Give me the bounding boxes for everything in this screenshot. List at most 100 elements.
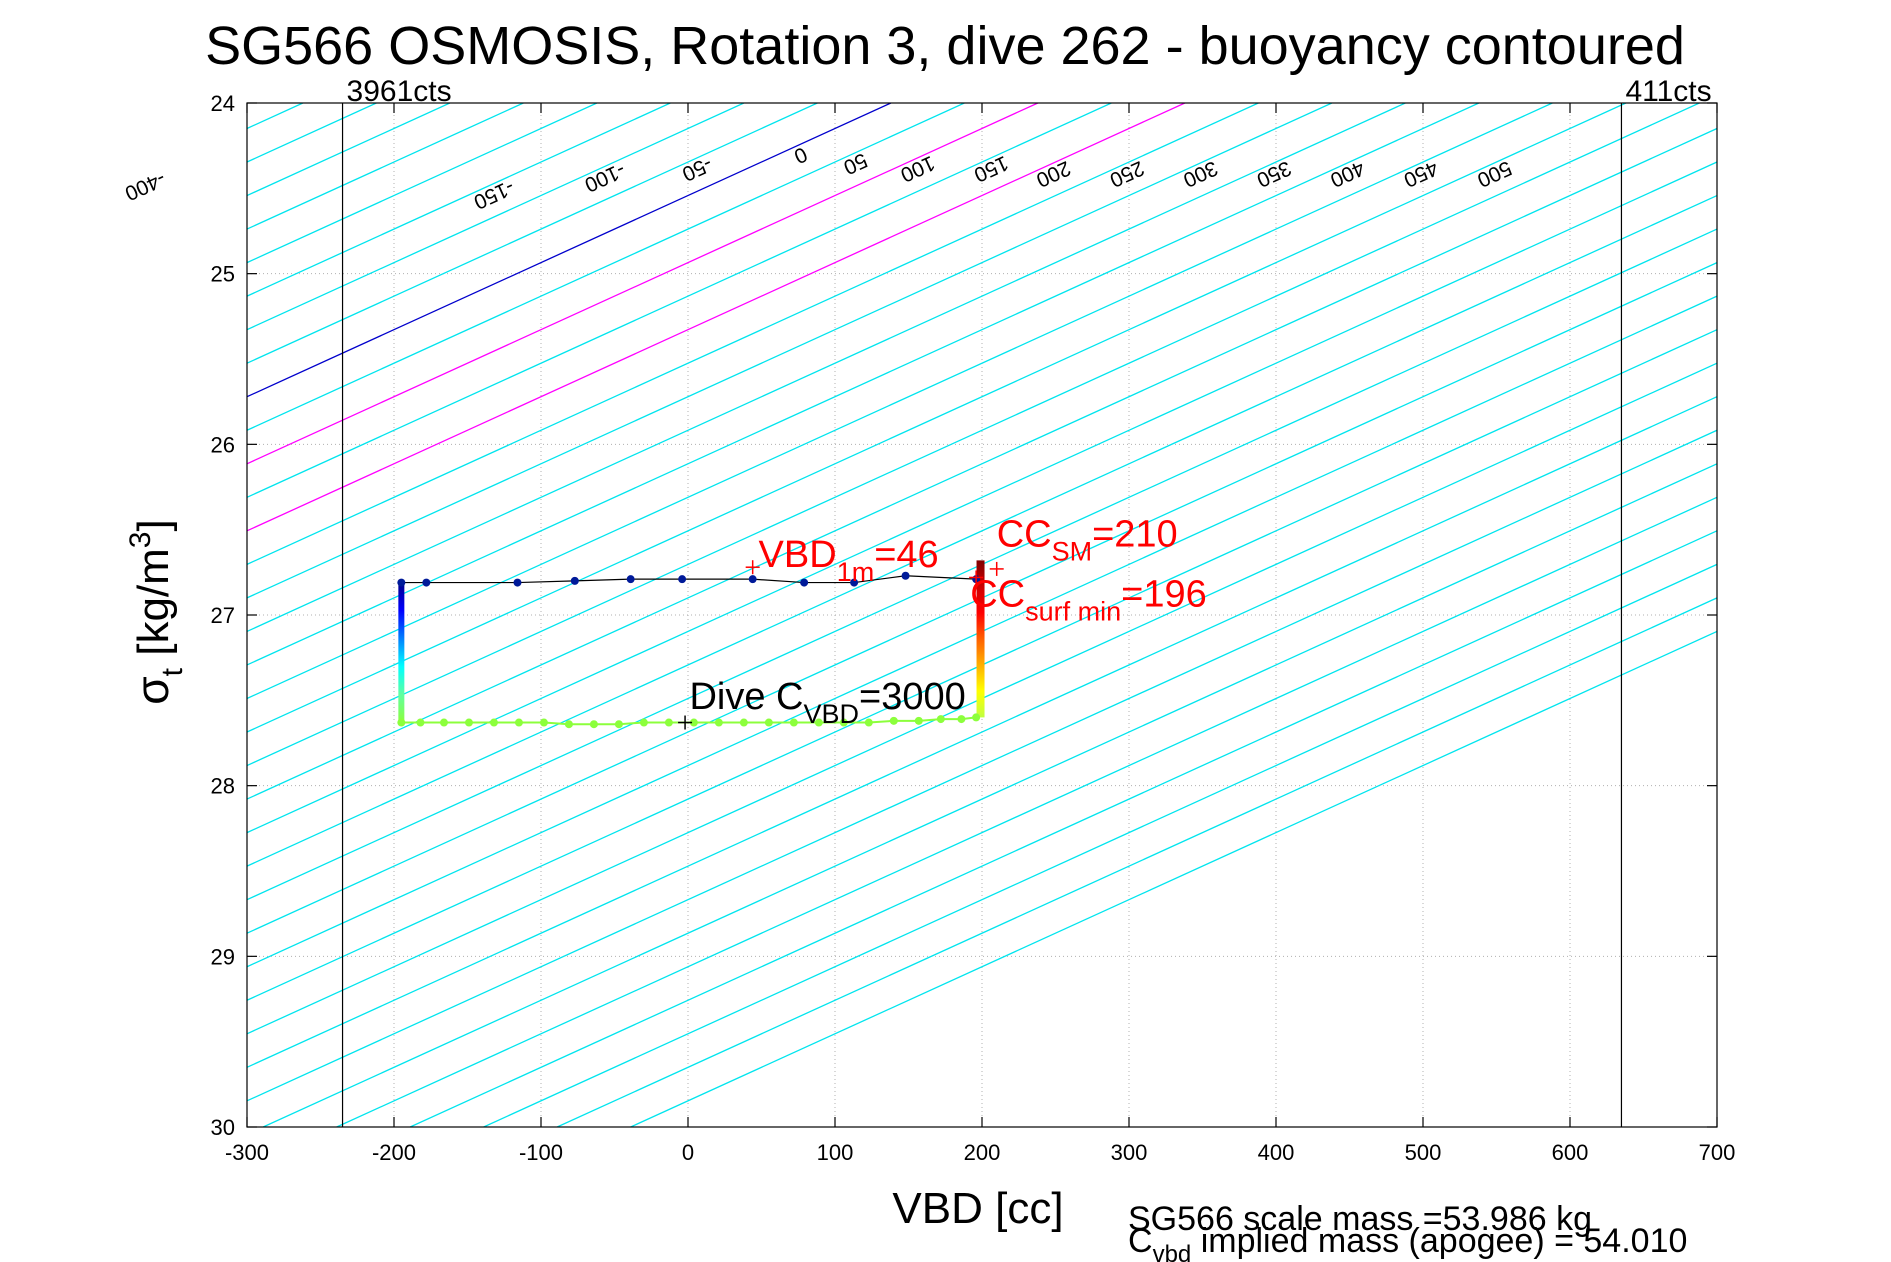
- climb-point: [639, 718, 648, 727]
- contour-line: [630, 630, 1717, 1127]
- dive-point: [422, 578, 431, 587]
- y-tick-label: 26: [211, 432, 235, 457]
- contour-line: [247, 103, 1039, 465]
- climb-point: [789, 718, 798, 727]
- contour-line: [247, 103, 892, 398]
- climb-point: [689, 718, 698, 727]
- contour-line: [556, 597, 1717, 1127]
- contour-line: [336, 496, 1717, 1127]
- x-axis-label: VBD [cc]: [892, 1184, 1063, 1233]
- y-label-close: ]: [129, 519, 178, 531]
- footer-c: C: [1128, 1222, 1153, 1260]
- dive-point: [626, 575, 635, 584]
- contour-line: [247, 396, 1717, 1069]
- x-tick-label: -200: [372, 1140, 416, 1165]
- contour-line: [247, 127, 1717, 800]
- y-tick-label: 29: [211, 944, 235, 969]
- y-tick-label: 24: [211, 91, 235, 116]
- footer-rest: implied mass (apogee) = 54.010: [1191, 1222, 1687, 1260]
- climb-point: [664, 718, 673, 727]
- footer-scale-mass: SG566 scale mass =53.986 kg: [1128, 1200, 1592, 1238]
- contour-label: -100: [581, 158, 629, 196]
- y-tick-label: 27: [211, 603, 235, 628]
- dive-point: [901, 571, 910, 580]
- contour-line: [247, 103, 818, 364]
- contour-label: 450: [1400, 156, 1441, 191]
- contour-line: [247, 161, 1717, 834]
- contour-line: [483, 563, 1717, 1127]
- x-tick-label: 500: [1405, 1140, 1442, 1165]
- contour-line: [247, 103, 1406, 633]
- contour-line: [247, 103, 1112, 499]
- climb-point: [439, 718, 448, 727]
- contour-line: [247, 103, 1259, 566]
- contour-label: -400: [121, 167, 169, 205]
- footer-c-sub: vbd: [1153, 1241, 1192, 1262]
- x-tick-label: 600: [1552, 1140, 1589, 1165]
- contour-line: [247, 103, 1553, 700]
- contour-line: [247, 103, 1480, 666]
- y-tick-label: 30: [211, 1115, 235, 1140]
- y-tick-label: 28: [211, 774, 235, 799]
- climb-point: [972, 713, 981, 722]
- climb-point: [489, 718, 498, 727]
- contour-line: [247, 295, 1717, 968]
- climb-point: [936, 715, 945, 724]
- climb-point: [839, 718, 848, 727]
- climb-point: [564, 720, 573, 729]
- dive-point: [397, 578, 406, 587]
- contour-label: 50: [840, 148, 871, 179]
- x-tick-label: 700: [1699, 1140, 1736, 1165]
- climb-point: [614, 720, 623, 729]
- climb-point: [957, 715, 966, 724]
- climb-point: [714, 718, 723, 727]
- contour-line: [247, 328, 1717, 1001]
- x-tick-label: 400: [1258, 1140, 1295, 1165]
- cc-sm-label: CCSM=210: [997, 514, 1178, 567]
- contour-label: 200: [1033, 156, 1074, 191]
- contour-label: -50: [679, 152, 716, 186]
- contour-line: [247, 429, 1717, 1102]
- climb-point: [814, 718, 823, 727]
- climb-point: [397, 718, 406, 727]
- contour-lines: [0, 103, 1717, 1127]
- svg-text:σt [kg/m3]: σt [kg/m3]: [124, 519, 189, 704]
- dive-path-line: [401, 575, 977, 584]
- x-tick-label: 200: [964, 1140, 1001, 1165]
- contour-line: [247, 103, 671, 297]
- contour-line: [247, 228, 1717, 901]
- contour-line: [247, 103, 1186, 532]
- contour-label: 500: [1474, 156, 1515, 191]
- contour-label: 300: [1180, 156, 1221, 191]
- contour-label: -150: [470, 175, 518, 213]
- x-tick-label: -300: [225, 1140, 269, 1165]
- climb-point: [539, 718, 548, 727]
- x-tick-label: 300: [1111, 1140, 1148, 1165]
- x-tick-label: 0: [682, 1140, 694, 1165]
- x-tick-label: -100: [519, 1140, 563, 1165]
- contour-label: 350: [1253, 156, 1294, 191]
- dive-data: [397, 560, 985, 729]
- chart-title: SG566 OSMOSIS, Rotation 3, dive 262 - bu…: [205, 16, 1685, 76]
- x-tick-label: 100: [817, 1140, 854, 1165]
- contour-line: [409, 530, 1717, 1127]
- dive-point: [570, 576, 579, 585]
- contour-line: [247, 103, 745, 331]
- y-label-rest: [kg/m: [129, 548, 178, 668]
- dive-point: [678, 575, 687, 584]
- climb-point: [764, 718, 773, 727]
- climb-point: [589, 720, 598, 729]
- contour-line: [247, 261, 1717, 934]
- dive-point: [800, 578, 809, 587]
- contour-label: 400: [1327, 156, 1368, 191]
- climb-point: [914, 716, 923, 725]
- contour-line: [247, 103, 1333, 599]
- dive-cvbd-label: Dive CVBD=3000: [689, 676, 965, 729]
- contour-label: 100: [897, 151, 938, 186]
- climb-point: [464, 718, 473, 727]
- contour-line: [0, 103, 9, 1127]
- contour-line: [0, 103, 82, 1127]
- dive-point: [513, 578, 522, 587]
- contour-line: [247, 103, 1627, 733]
